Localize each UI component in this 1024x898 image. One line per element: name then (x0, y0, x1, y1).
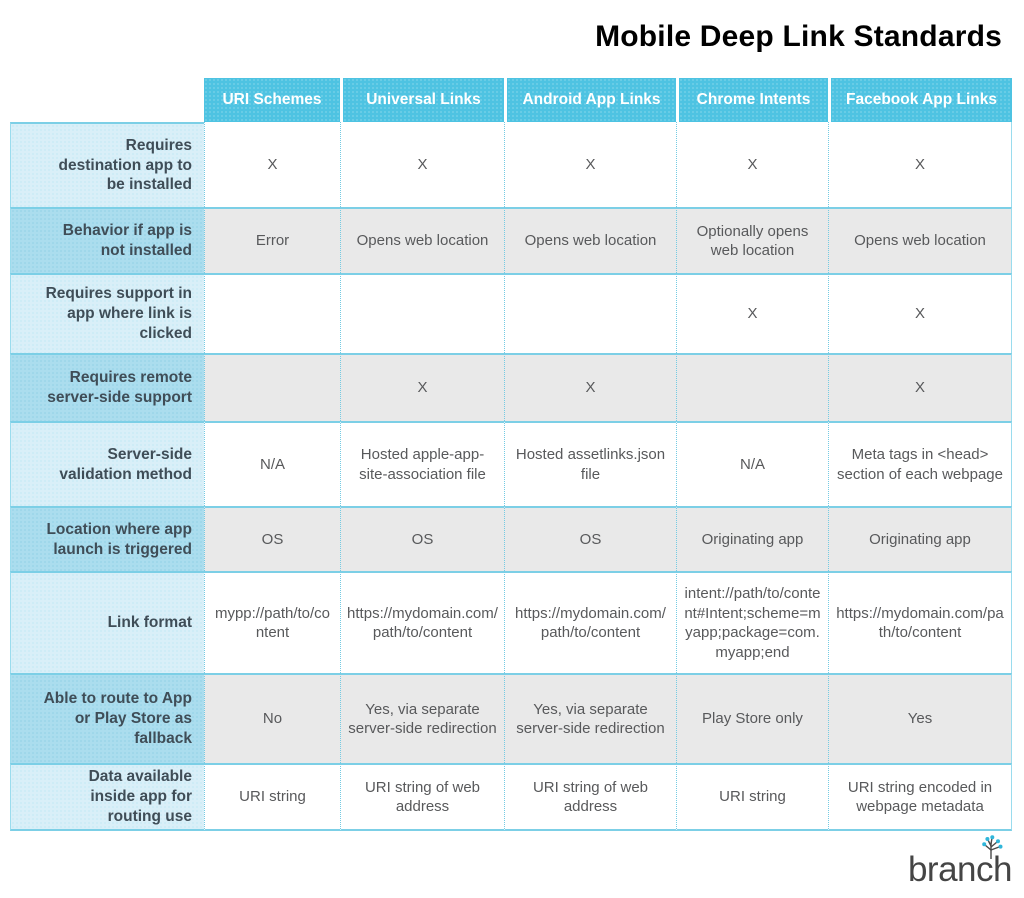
column-header-android-app-links: Android App Links (504, 78, 676, 122)
row-label: Link format (10, 571, 204, 673)
table-cell: URI string (676, 763, 828, 831)
row-label: Requires remote server-side support (10, 353, 204, 421)
table-cell: X (504, 122, 676, 207)
table-cell (204, 273, 340, 353)
table-cell: X (676, 122, 828, 207)
table-corner (10, 78, 204, 122)
table-cell: X (676, 273, 828, 353)
table-cell: intent://path/to/content#Intent;scheme=m… (676, 571, 828, 673)
table-cell: X (504, 353, 676, 421)
row-label: Server-side validation method (10, 421, 204, 506)
table-cell: URI string encoded in webpage metadata (828, 763, 1012, 831)
table-cell: URI string (204, 763, 340, 831)
table-cell: X (828, 353, 1012, 421)
table-cell: URI string of web address (340, 763, 504, 831)
row-label: Requires support in app where link is cl… (10, 273, 204, 353)
branch-logo: branch (907, 835, 1013, 894)
table-cell (504, 273, 676, 353)
table-cell: OS (340, 506, 504, 571)
table-cell: Optionally opens web location (676, 207, 828, 273)
column-header-facebook-app-links: Facebook App Links (828, 78, 1012, 122)
table-cell: X (340, 122, 504, 207)
table-cell: Originating app (676, 506, 828, 571)
table-cell (340, 273, 504, 353)
table-cell: Opens web location (340, 207, 504, 273)
table-cell: Yes (828, 673, 1012, 763)
column-header-chrome-intents: Chrome Intents (676, 78, 828, 122)
page-title: Mobile Deep Link Standards (595, 20, 1002, 53)
table-cell: Opens web location (828, 207, 1012, 273)
table-cell: N/A (204, 421, 340, 506)
table-cell: URI string of web address (504, 763, 676, 831)
table-cell (676, 353, 828, 421)
table-cell: Hosted apple-app-site-association file (340, 421, 504, 506)
table-cell: X (828, 122, 1012, 207)
table-cell: Yes, via separate server-side redirectio… (504, 673, 676, 763)
table-cell: Originating app (828, 506, 1012, 571)
table-cell: OS (504, 506, 676, 571)
branch-sprig-icon (982, 835, 1003, 859)
table-cell: Meta tags in <head> section of each webp… (828, 421, 1012, 506)
table-cell: Opens web location (504, 207, 676, 273)
table-cell: X (204, 122, 340, 207)
table-cell: https://mydomain.com/path/to/content (828, 571, 1012, 673)
row-label: Able to route to App or Play Store as fa… (10, 673, 204, 763)
row-label: Behavior if app is not installed (10, 207, 204, 273)
table-cell: Yes, via separate server-side redirectio… (340, 673, 504, 763)
column-header-uri-schemes: URI Schemes (204, 78, 340, 122)
table-cell: X (828, 273, 1012, 353)
table-cell: X (340, 353, 504, 421)
table-cell: OS (204, 506, 340, 571)
row-label: Data available inside app for routing us… (10, 763, 204, 831)
row-label: Requires destination app to be installed (10, 122, 204, 207)
table-cell: No (204, 673, 340, 763)
table-cell: https://mydomain.com/path/to/content (340, 571, 504, 673)
table-cell: Hosted assetlinks.json file (504, 421, 676, 506)
table-cell: mypp://path/to/content (204, 571, 340, 673)
comparison-table: URI Schemes Universal Links Android App … (10, 78, 1012, 831)
column-header-universal-links: Universal Links (340, 78, 504, 122)
row-label: Location where app launch is triggered (10, 506, 204, 571)
table-cell: Error (204, 207, 340, 273)
branch-logo-text: branch (907, 850, 1013, 889)
table-cell: https://mydomain.com/path/to/content (504, 571, 676, 673)
table-cell: Play Store only (676, 673, 828, 763)
table-cell (204, 353, 340, 421)
table-cell: N/A (676, 421, 828, 506)
